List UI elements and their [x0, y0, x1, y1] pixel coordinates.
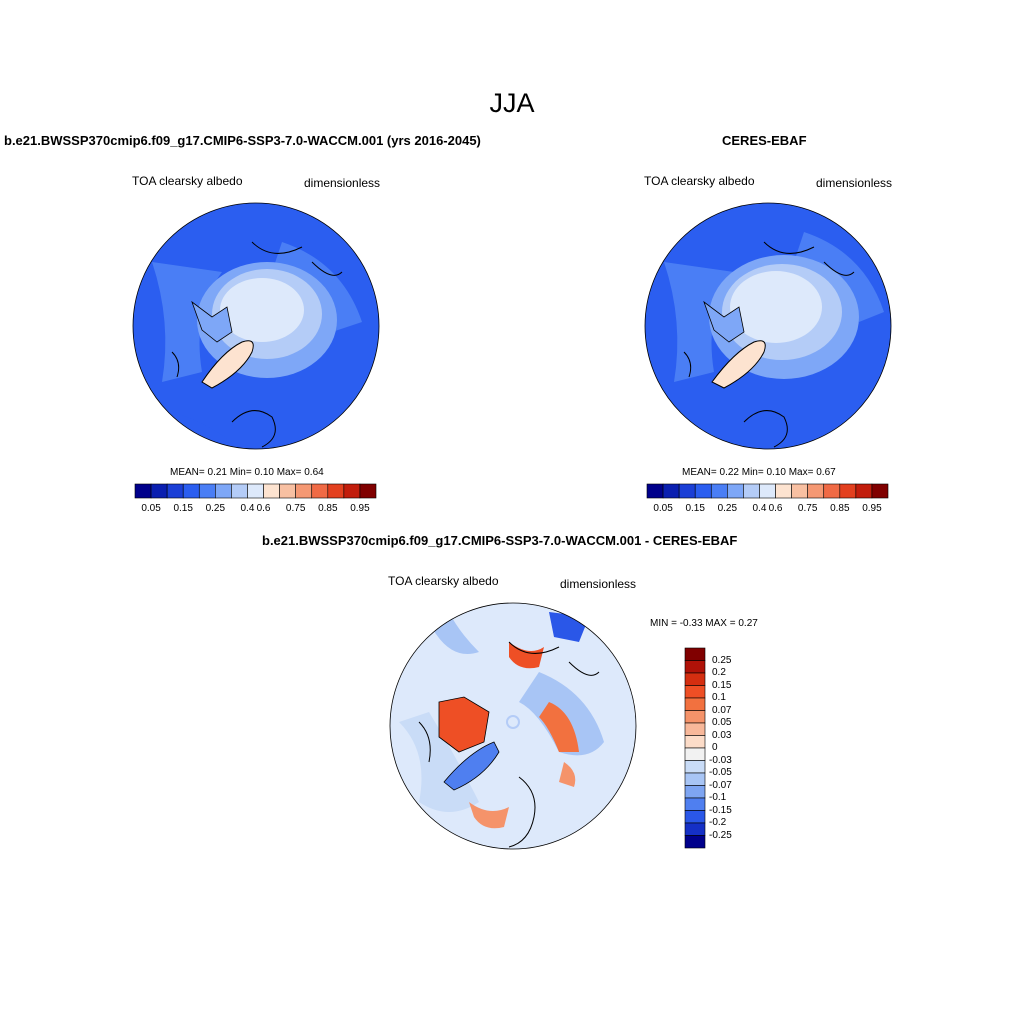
- obs-colorbar: [647, 484, 888, 498]
- colorbar-tick-label: 0.05: [136, 503, 166, 514]
- obs-polar-map: [644, 202, 892, 450]
- colorbar-tick-label: -0.07: [709, 780, 732, 791]
- colorbar-swatch: [685, 711, 705, 724]
- colorbar-swatch: [685, 798, 705, 811]
- colorbar-swatch: [727, 484, 743, 498]
- colorbar-swatch: [135, 484, 151, 498]
- colorbar-swatch: [679, 484, 695, 498]
- colorbar-swatch: [792, 484, 808, 498]
- colorbar-swatch: [685, 786, 705, 799]
- colorbar-swatch: [247, 484, 263, 498]
- colorbar-swatch: [231, 484, 247, 498]
- colorbar-tick-label: 0.25: [712, 503, 742, 514]
- model-units-label: dimensionless: [304, 176, 380, 190]
- colorbar-swatch: [711, 484, 727, 498]
- colorbar-swatch: [824, 484, 840, 498]
- diff-polar-map: [389, 602, 637, 850]
- colorbar-swatch: [808, 484, 824, 498]
- colorbar-swatch: [167, 484, 183, 498]
- colorbar-tick-label: -0.05: [709, 767, 732, 778]
- colorbar-swatch: [663, 484, 679, 498]
- colorbar-swatch: [685, 723, 705, 736]
- colorbar-tick-label: -0.03: [709, 755, 732, 766]
- colorbar-tick-label: 0.07: [712, 705, 731, 716]
- colorbar-swatch: [685, 648, 705, 661]
- colorbar-swatch: [685, 661, 705, 674]
- colorbar-tick-label: 0.95: [857, 503, 887, 514]
- colorbar-tick-label: 0: [712, 742, 718, 753]
- colorbar-tick-label: 0.05: [648, 503, 678, 514]
- colorbar-swatch: [840, 484, 856, 498]
- colorbar-swatch: [647, 484, 663, 498]
- colorbar-tick-label: -0.25: [709, 830, 732, 841]
- colorbar-swatch: [685, 736, 705, 749]
- colorbar-swatch: [296, 484, 312, 498]
- colorbar-swatch: [199, 484, 215, 498]
- colorbar-swatch: [685, 698, 705, 711]
- colorbar-tick-label: 0.15: [712, 680, 731, 691]
- colorbar-swatch: [743, 484, 759, 498]
- colorbar-tick-label: 0.25: [200, 503, 230, 514]
- obs-panel-title: CERES-EBAF: [722, 133, 807, 148]
- colorbar-tick-label: 0.15: [680, 503, 710, 514]
- colorbar-tick-label: 0.6: [249, 503, 279, 514]
- colorbar-swatch: [215, 484, 231, 498]
- diff-stats: MIN = -0.33 MAX = 0.27: [650, 618, 758, 629]
- colorbar-tick-label: 0.05: [712, 717, 731, 728]
- colorbar-tick-label: -0.15: [709, 805, 732, 816]
- colorbar-swatch: [685, 811, 705, 824]
- model-colorbar: [135, 484, 376, 498]
- colorbar-swatch: [344, 484, 360, 498]
- model-colorbar-labels: 0.05 0.15 0.25 0.4 0.6 0.75 0.85 0.95: [135, 503, 376, 517]
- obs-units-label: dimensionless: [816, 176, 892, 190]
- diff-units-label: dimensionless: [560, 577, 636, 591]
- colorbar-swatch: [872, 484, 888, 498]
- colorbar-tick-label: 0.1: [712, 692, 726, 703]
- model-panel-title: b.e21.BWSSP370cmip6.f09_g17.CMIP6-SSP3-7…: [4, 133, 481, 148]
- colorbar-tick-label: 0.75: [793, 503, 823, 514]
- model-variable-label: TOA clearsky albedo: [132, 174, 243, 188]
- model-polar-map: [132, 202, 380, 450]
- diff-colorbar-labels: 0.25 0.2 0.15 0.1 0.07 0.05 0.03 0 -0.03 -0.05 -0.…: [709, 648, 749, 848]
- colorbar-swatch: [856, 484, 872, 498]
- colorbar-swatch: [776, 484, 792, 498]
- obs-colorbar-labels: 0.05 0.15 0.25 0.4 0.6 0.75 0.85 0.95: [647, 503, 888, 517]
- diff-panel-title: b.e21.BWSSP370cmip6.f09_g17.CMIP6-SSP3-7…: [262, 533, 737, 548]
- colorbar-tick-label: 0.95: [345, 503, 375, 514]
- season-title: JJA: [0, 88, 1024, 119]
- colorbar-swatch: [685, 686, 705, 699]
- colorbar-swatch: [685, 773, 705, 786]
- colorbar-swatch: [360, 484, 376, 498]
- colorbar-swatch: [759, 484, 775, 498]
- colorbar-tick-label: 0.2: [712, 667, 726, 678]
- colorbar-tick-label: 0.15: [168, 503, 198, 514]
- colorbar-tick-label: 0.6: [761, 503, 791, 514]
- colorbar-tick-label: 0.75: [281, 503, 311, 514]
- colorbar-swatch: [151, 484, 167, 498]
- diff-colorbar: [685, 648, 705, 848]
- colorbar-swatch: [280, 484, 296, 498]
- colorbar-tick-label: 0.03: [712, 730, 731, 741]
- colorbar-swatch: [695, 484, 711, 498]
- colorbar-tick-label: -0.2: [709, 817, 726, 828]
- colorbar-tick-label: 0.25: [712, 655, 731, 666]
- colorbar-swatch: [685, 748, 705, 761]
- obs-variable-label: TOA clearsky albedo: [644, 174, 755, 188]
- obs-stats: MEAN= 0.22 Min= 0.10 Max= 0.67: [682, 467, 836, 478]
- colorbar-swatch: [328, 484, 344, 498]
- colorbar-tick-label: -0.1: [709, 792, 726, 803]
- colorbar-tick-label: 0.85: [313, 503, 343, 514]
- colorbar-swatch: [183, 484, 199, 498]
- colorbar-swatch: [685, 823, 705, 836]
- colorbar-tick-label: 0.85: [825, 503, 855, 514]
- colorbar-swatch: [685, 673, 705, 686]
- colorbar-swatch: [685, 761, 705, 774]
- model-stats: MEAN= 0.21 Min= 0.10 Max= 0.64: [170, 467, 324, 478]
- colorbar-swatch: [312, 484, 328, 498]
- colorbar-swatch: [685, 836, 705, 849]
- colorbar-swatch: [264, 484, 280, 498]
- diff-variable-label: TOA clearsky albedo: [388, 574, 499, 588]
